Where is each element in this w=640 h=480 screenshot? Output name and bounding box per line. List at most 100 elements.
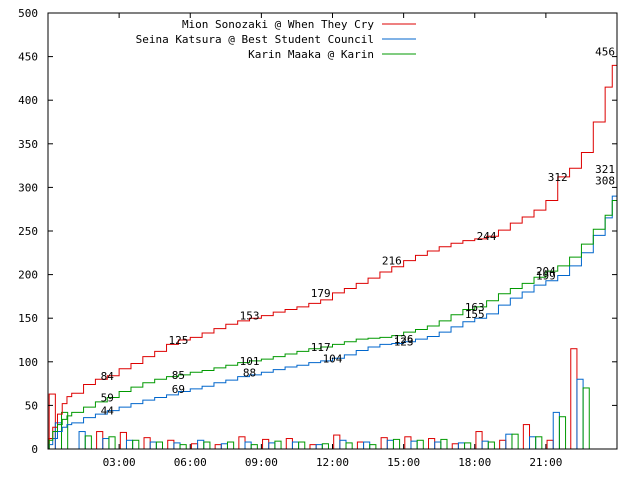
x-tick-label: 03:00 xyxy=(103,456,136,469)
hourly-bar xyxy=(582,387,590,450)
hourly-bar xyxy=(173,442,181,450)
hourly-bar xyxy=(558,416,567,450)
y-tick-label: 300 xyxy=(18,181,38,194)
plot-frame xyxy=(47,12,618,450)
x-tick-label: 15:00 xyxy=(387,456,420,469)
x-tick-label: 12:00 xyxy=(316,456,349,469)
hourly-bar xyxy=(214,444,222,450)
hourly-bar xyxy=(149,441,157,450)
hourly-bar xyxy=(552,411,560,450)
hourly-bar xyxy=(529,436,537,450)
hourly-bar xyxy=(220,443,228,450)
hourly-bar xyxy=(155,441,164,450)
data-label: 59 xyxy=(101,392,114,405)
data-label: 163 xyxy=(465,301,485,314)
x-tick-label: 06:00 xyxy=(174,456,207,469)
data-label: 84 xyxy=(101,370,115,383)
legend-label: Seina Katsura @ Best Student Council xyxy=(136,33,374,46)
data-label: 153 xyxy=(240,310,260,323)
data-label: 179 xyxy=(311,287,331,300)
hourly-bar xyxy=(238,436,246,450)
hourly-bar xyxy=(487,441,495,450)
hourly-bar xyxy=(244,441,252,450)
hourly-bars xyxy=(48,348,590,450)
hourly-bar xyxy=(315,444,323,450)
hourly-bar xyxy=(132,439,140,450)
data-label: 85 xyxy=(172,369,185,382)
hourly-bar xyxy=(380,437,388,450)
legend-label: Mion Sonozaki @ When They Cry xyxy=(182,18,374,31)
y-tick-label: 450 xyxy=(18,51,38,64)
hourly-bar xyxy=(404,436,412,450)
hourly-bar xyxy=(576,378,584,450)
y-tick-label: 150 xyxy=(18,312,38,325)
hourly-bar xyxy=(333,434,341,450)
x-tick-label: 21:00 xyxy=(529,456,562,469)
hourly-bar xyxy=(410,440,418,450)
data-label: 321 xyxy=(595,163,615,176)
data-label: 244 xyxy=(477,230,497,243)
hourly-bar xyxy=(522,424,531,450)
data-label: 104 xyxy=(323,352,343,365)
hourly-bar xyxy=(369,444,377,450)
legend-label: Karin Maaka @ Karin xyxy=(248,48,374,61)
data-label: 125 xyxy=(168,334,188,347)
x-tick-label: 18:00 xyxy=(458,456,491,469)
hourly-bar xyxy=(481,440,489,450)
hourly-bar xyxy=(434,441,442,450)
hourly-bar xyxy=(475,431,483,450)
data-label: 456 xyxy=(595,45,615,58)
y-tick-label: 200 xyxy=(18,269,38,282)
hourly-bar xyxy=(268,442,276,450)
hourly-bar xyxy=(197,439,205,450)
hourly-bar xyxy=(535,436,543,450)
hourly-bar xyxy=(321,443,329,450)
hourly-bar xyxy=(78,431,86,450)
data-label: 126 xyxy=(394,333,414,346)
hourly-bar xyxy=(167,439,175,450)
data-label: 155 xyxy=(465,308,485,321)
hourly-bar xyxy=(96,431,104,450)
hourly-bar xyxy=(505,433,513,450)
hourly-bar xyxy=(108,436,116,450)
hourly-bar xyxy=(291,441,300,450)
hourly-bar xyxy=(457,442,466,450)
series-line xyxy=(48,169,618,450)
hourly-bar xyxy=(125,439,134,450)
hourly-bar xyxy=(499,439,507,450)
hourly-bar xyxy=(451,443,459,450)
legend: Mion Sonozaki @ When They Cry Seina Katsu… xyxy=(136,18,416,61)
hourly-bar xyxy=(546,439,554,450)
hourly-bar xyxy=(309,444,317,450)
y-tick-label: 0 xyxy=(31,443,38,456)
data-label: 199 xyxy=(536,269,556,282)
hourly-bar xyxy=(179,444,187,450)
hourly-bar xyxy=(84,435,92,450)
data-label: 69 xyxy=(172,383,185,396)
data-label: 204 xyxy=(536,265,556,278)
hourly-bar xyxy=(356,441,365,450)
data-label: 117 xyxy=(311,341,331,354)
x-tick-label: 09:00 xyxy=(245,456,278,469)
y-tick-label: 250 xyxy=(18,225,38,238)
hourly-bar xyxy=(226,441,235,450)
point-labels: 84 125 153 179 216 244 312 456 44 69 88 104 123 155 19… xyxy=(101,45,615,417)
data-label: 216 xyxy=(382,255,402,268)
hourly-bar xyxy=(345,442,353,450)
hourly-bar xyxy=(392,438,401,450)
hourly-bar xyxy=(102,438,110,450)
series-line xyxy=(48,51,618,450)
data-label: 88 xyxy=(243,366,256,379)
hourly-bar xyxy=(570,348,578,450)
data-label: 308 xyxy=(595,174,615,187)
data-label: 44 xyxy=(101,405,115,418)
hourly-bar xyxy=(440,438,448,450)
y-tick-label: 50 xyxy=(25,399,38,412)
hourly-bar xyxy=(416,439,424,450)
data-label: 101 xyxy=(240,355,260,368)
hourly-bar xyxy=(511,433,519,450)
hourly-bar xyxy=(386,439,394,450)
y-tick-label: 350 xyxy=(18,138,38,151)
hourly-bar xyxy=(339,439,347,450)
axis-ticks: 0 50 100 150 200 250 300 350 400 450 500 03:00 06:00… xyxy=(18,7,617,469)
